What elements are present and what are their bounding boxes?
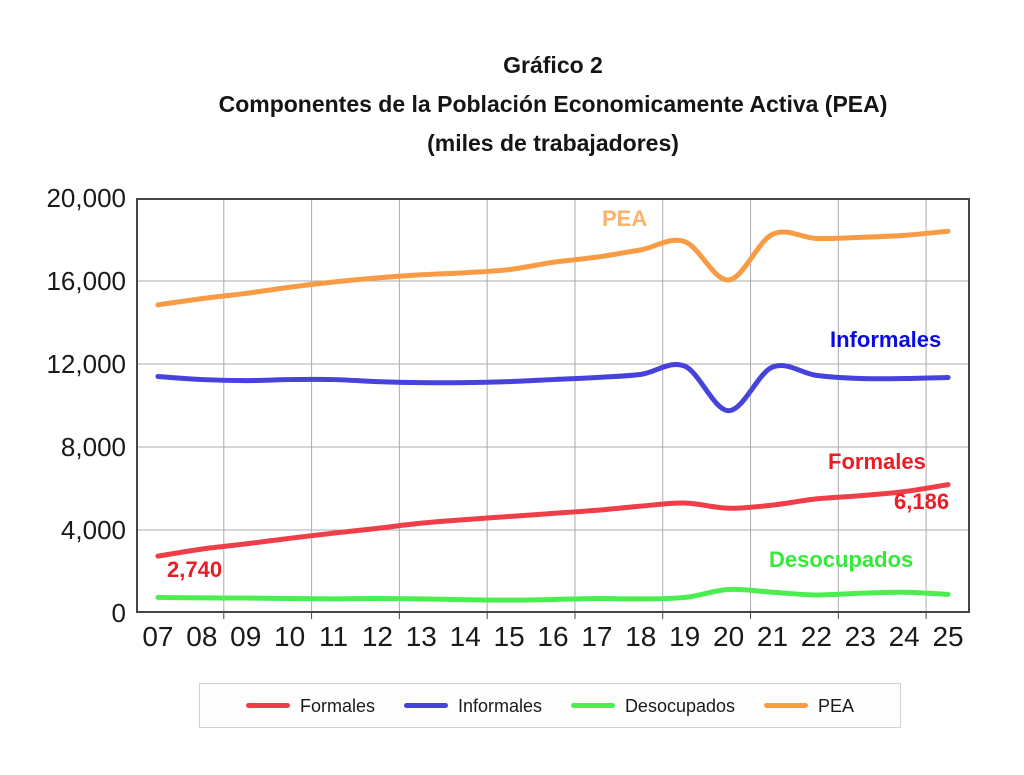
legend-line-swatch — [246, 703, 290, 708]
legend-line-swatch — [404, 703, 448, 708]
y-axis-label: 4,000 — [14, 515, 126, 545]
legend-label: Informales — [458, 696, 542, 716]
x-axis-label: 25 — [917, 621, 979, 653]
series-line-pea — [158, 231, 948, 305]
y-axis-label: 16,000 — [14, 266, 126, 296]
informales-label: Informales — [830, 327, 941, 353]
pea-label: PEA — [602, 206, 647, 232]
series-line-informales — [158, 364, 948, 410]
legend-line-swatch — [571, 703, 615, 708]
y-axis-label: 8,000 — [14, 432, 126, 462]
legend-item-desocupados: Desocupados — [571, 696, 735, 716]
chart-page: Gráfico 2 Componentes de la Población Ec… — [0, 0, 1024, 775]
chart-title: Gráfico 2 Componentes de la Población Ec… — [96, 46, 1010, 163]
series-line-desocupados — [158, 589, 948, 600]
formales-start-value: 2,740 — [167, 557, 222, 583]
formales-label: Formales — [828, 449, 926, 475]
desocupados-label: Desocupados — [769, 547, 913, 573]
legend-item-pea: PEA — [764, 696, 854, 716]
y-axis-label: 20,000 — [14, 183, 126, 213]
legend-label: Desocupados — [625, 696, 735, 716]
series-line-formales — [158, 485, 948, 557]
chart-legend: Formales Informales Desocupados PEA — [199, 683, 901, 728]
legend-line-swatch — [764, 703, 808, 708]
y-axis-label: 0 — [14, 598, 126, 628]
chart-title-line1: Gráfico 2 — [96, 46, 1010, 85]
chart-title-line2: Componentes de la Población Economicamen… — [96, 85, 1010, 124]
y-axis-label: 12,000 — [14, 349, 126, 379]
legend-label: Formales — [300, 696, 375, 716]
legend-label: PEA — [818, 696, 854, 716]
legend-item-formales: Formales — [246, 696, 375, 716]
formales-end-value: 6,186 — [894, 489, 949, 515]
chart-title-line3: (miles de trabajadores) — [96, 124, 1010, 163]
legend-item-informales: Informales — [404, 696, 542, 716]
